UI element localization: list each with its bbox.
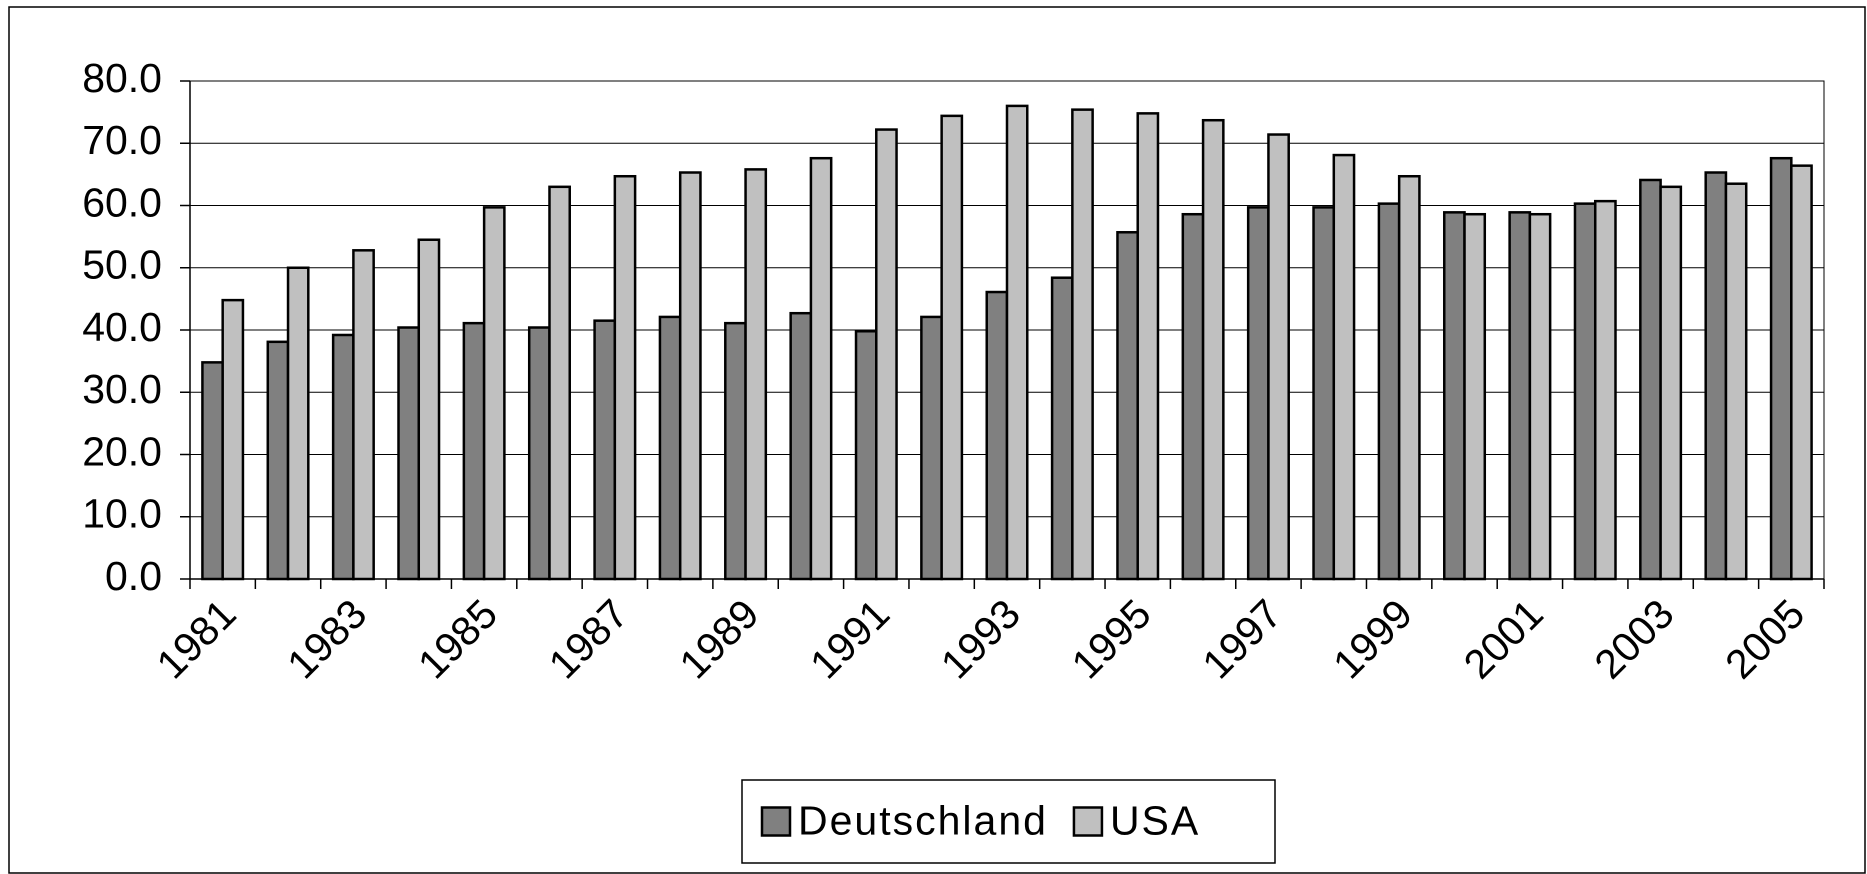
bar	[1267, 133, 1290, 581]
bar	[1181, 212, 1205, 581]
y-tick-label: 40.0	[82, 304, 162, 350]
bar	[1463, 212, 1487, 581]
y-tick-label: 60.0	[82, 179, 162, 225]
y-tick-label: 50.0	[82, 242, 162, 288]
bar	[678, 171, 702, 581]
legend-label: Deutschland	[798, 797, 1048, 843]
bar	[331, 333, 355, 581]
bar	[1790, 164, 1813, 581]
bar	[1050, 276, 1074, 581]
y-tick-label: 80.0	[82, 55, 162, 101]
legend-swatch	[1072, 806, 1104, 837]
bar	[397, 326, 421, 581]
bar	[1116, 231, 1139, 581]
bar	[548, 185, 571, 581]
bar	[854, 329, 878, 581]
bar	[985, 290, 1009, 581]
bar	[593, 319, 617, 581]
bar	[482, 206, 506, 581]
bar	[352, 249, 375, 581]
bar	[724, 321, 747, 581]
legend-box	[741, 779, 1276, 864]
legend-swatch	[760, 806, 792, 837]
legend-label: USA	[1110, 797, 1200, 843]
bar	[1769, 156, 1793, 581]
bar	[1659, 185, 1683, 581]
y-tick-label: 30.0	[82, 366, 162, 412]
bar	[1528, 212, 1552, 581]
bar	[1508, 211, 1532, 581]
bar	[462, 321, 486, 581]
bar	[1593, 199, 1617, 581]
bar	[527, 326, 551, 581]
bar	[417, 238, 441, 581]
bar	[201, 361, 224, 581]
bar	[940, 114, 964, 581]
bar	[1246, 206, 1270, 581]
bar	[1312, 206, 1336, 581]
bar	[875, 128, 898, 581]
bar	[789, 311, 813, 581]
bar	[920, 315, 943, 581]
bar	[744, 168, 768, 581]
y-tick-label: 20.0	[82, 428, 162, 474]
bar	[221, 298, 245, 581]
y-tick-label: 10.0	[82, 491, 162, 537]
bar	[1573, 202, 1597, 581]
bar	[1071, 108, 1094, 581]
bar	[1005, 104, 1029, 581]
bar	[1377, 202, 1401, 581]
bar	[1201, 118, 1225, 581]
bar	[809, 156, 833, 581]
y-tick-label: 70.0	[82, 117, 162, 163]
bar	[658, 315, 682, 581]
bar	[1136, 112, 1160, 581]
bar	[266, 340, 290, 581]
bar	[613, 174, 637, 581]
y-tick-label: 0.0	[105, 553, 162, 599]
bar	[1639, 178, 1662, 581]
bar	[1704, 171, 1728, 581]
bar	[1332, 153, 1356, 581]
bar	[286, 266, 310, 581]
bar	[1397, 174, 1421, 581]
bar	[1443, 211, 1466, 581]
bar	[1724, 182, 1748, 581]
